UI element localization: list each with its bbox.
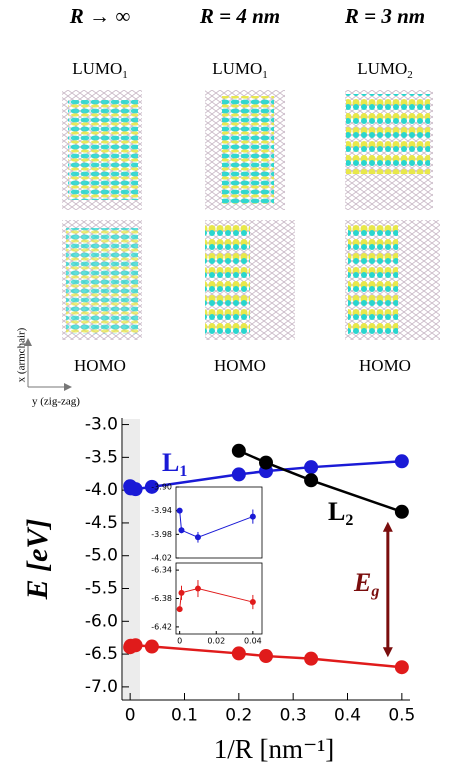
shaded-band: [123, 419, 140, 699]
data-point: [177, 508, 183, 514]
panel-top-label-main: LUMO: [357, 59, 407, 78]
data-point: [232, 646, 246, 660]
x-tick-label: 0: [125, 705, 136, 725]
data-point: [304, 473, 318, 487]
y-tick-label: -6.5: [85, 644, 118, 664]
panel-top-label: LUMO1: [212, 59, 268, 81]
data-point: [195, 586, 201, 592]
y-tick-label: -6.34: [151, 566, 172, 575]
data-point: [232, 444, 246, 458]
panel-title: R = 3 nm: [344, 4, 425, 28]
panel-top-label-sub: 1: [122, 68, 128, 80]
y-tick-label: -6.38: [151, 594, 172, 603]
data-point: [304, 460, 318, 474]
annotation-sub: 2: [345, 512, 353, 529]
data-point: [259, 456, 273, 470]
y-tick-label: -3.90: [151, 483, 172, 492]
figure: x (armchair) y (zig-zag) R → ∞LUMO1HOMOR…: [0, 0, 449, 773]
panel-top-label-main: LUMO: [212, 59, 262, 78]
annotation: L1: [162, 448, 187, 480]
data-point: [178, 527, 184, 533]
panel-bottom-label: HOMO: [359, 356, 411, 375]
annotation: Eg: [353, 568, 379, 600]
y-tick-label: -4.5: [85, 513, 118, 533]
x-tick-label: 0.5: [388, 705, 415, 725]
data-point: [177, 606, 183, 612]
y-tick-label: -5.0: [85, 546, 118, 566]
y-tick-label: -4.0: [85, 480, 118, 500]
y-tick-label: -3.94: [151, 506, 172, 515]
panel-bottom-label: HOMO: [214, 356, 266, 375]
data-point: [232, 467, 246, 481]
data-point: [259, 649, 273, 663]
panel-bottom-label: HOMO: [74, 356, 126, 375]
panel-top-label-main: LUMO: [72, 59, 122, 78]
annotation: L2: [328, 497, 353, 529]
inset-frame: [176, 563, 262, 634]
y-tick-label: -3.98: [151, 530, 172, 539]
x-axis-label: 1/R [nm⁻¹]: [214, 734, 335, 764]
x-tick-label: 0.2: [225, 705, 252, 725]
annotation-sub: 1: [179, 463, 187, 480]
data-point: [145, 640, 159, 654]
data-point: [395, 660, 409, 674]
x-tick-label: 0.04: [244, 637, 262, 646]
orientation-axes: [24, 338, 72, 391]
data-point: [395, 454, 409, 468]
data-point: [129, 638, 143, 652]
y-tick-label: -3.5: [85, 447, 118, 467]
annotation-main: E: [353, 568, 371, 597]
annotation-sub: g: [370, 583, 379, 600]
data-point: [250, 599, 256, 605]
panel-title: R = 4 nm: [199, 4, 280, 28]
x-tick-label: 0.4: [334, 705, 361, 725]
y-tick-label: -7.0: [85, 677, 118, 697]
x-tick-label: 0.3: [280, 705, 307, 725]
orbital-images: [62, 90, 440, 340]
data-point: [250, 514, 256, 520]
data-point: [178, 590, 184, 596]
y-axis-label: E [eV]: [21, 519, 54, 601]
y-tick-label: -6.0: [85, 611, 118, 631]
y-tick-label: -3.0: [85, 415, 118, 435]
x-tick-label: 0: [177, 637, 182, 646]
panel-top-label: LUMO2: [357, 59, 413, 81]
y-tick-label: -4.02: [151, 554, 172, 563]
y-tick-label: -5.5: [85, 579, 118, 599]
x-tick-label: 0.1: [171, 705, 198, 725]
x-tick-label: 0.02: [207, 637, 225, 646]
orientation-label: y (zig-zag): [32, 396, 80, 408]
panel-top-label: LUMO1: [72, 59, 128, 81]
y-tick-label: -6.42: [151, 622, 172, 631]
data-point: [195, 534, 201, 540]
data-point: [129, 482, 143, 496]
panel-top-label-sub: 2: [407, 68, 413, 80]
annotation-main: L: [328, 497, 345, 526]
data-point: [304, 652, 318, 666]
inset-frame: [176, 487, 262, 558]
data-point: [395, 505, 409, 519]
annotation-main: L: [162, 448, 179, 477]
panel-top-label-sub: 1: [262, 68, 268, 80]
panel-title: R → ∞: [69, 4, 131, 28]
orientation-label: x (armchair): [16, 327, 28, 382]
